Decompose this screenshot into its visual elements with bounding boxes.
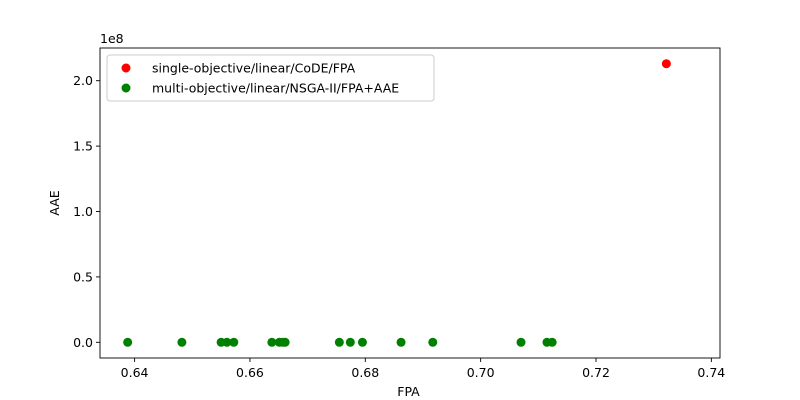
x-tick-label: 0.72 [582,365,610,380]
x-tick-label: 0.64 [121,365,149,380]
data-point-series-2 [357,337,367,347]
y-offset-label: 1e8 [100,31,124,46]
data-point-series-1 [661,59,671,69]
y-tick-label: 2.0 [73,73,93,88]
data-point-series-2 [345,337,355,347]
data-point-series-2 [229,337,239,347]
legend-label: multi-objective/linear/NSGA-II/FPA+AAE [152,81,399,96]
x-axis: 0.64 0.66 0.68 0.70 0.72 0.74 [121,358,725,380]
data-point-series-2 [428,337,438,347]
data-point-series-2 [222,337,232,347]
legend-marker [121,83,131,93]
x-tick-label: 0.68 [351,365,379,380]
data-point-series-2 [396,337,406,347]
data-point-series-2 [267,337,277,347]
y-tick-label: 0.0 [73,335,93,350]
y-tick-label: 1.5 [73,139,93,154]
y-axis: 0.0 0.5 1.0 1.5 2.0 [73,73,100,350]
data-point-series-2 [547,337,557,347]
y-tick-label: 1.0 [73,204,93,219]
legend-box [106,54,435,102]
plot-area [99,47,721,359]
x-axis-label: FPA [397,384,420,399]
plot-frame [99,47,721,359]
y-tick-label: 0.5 [73,269,93,284]
x-tick-label: 0.66 [236,365,264,380]
x-tick-label: 0.74 [697,365,725,380]
legend-label: single-objective/linear/CoDE/FPA [152,61,356,76]
data-point-series-2 [334,337,344,347]
data-point-series-2 [123,337,133,347]
y-axis-label: AAE [47,190,62,215]
data-point-series-2 [177,337,187,347]
legend-marker [121,63,131,73]
data-point-series-2 [516,337,526,347]
x-tick-label: 0.70 [467,365,495,380]
data-point-series-2 [280,337,290,347]
legend: single-objective/linear/CoDE/FPA multi-ob… [106,54,435,102]
